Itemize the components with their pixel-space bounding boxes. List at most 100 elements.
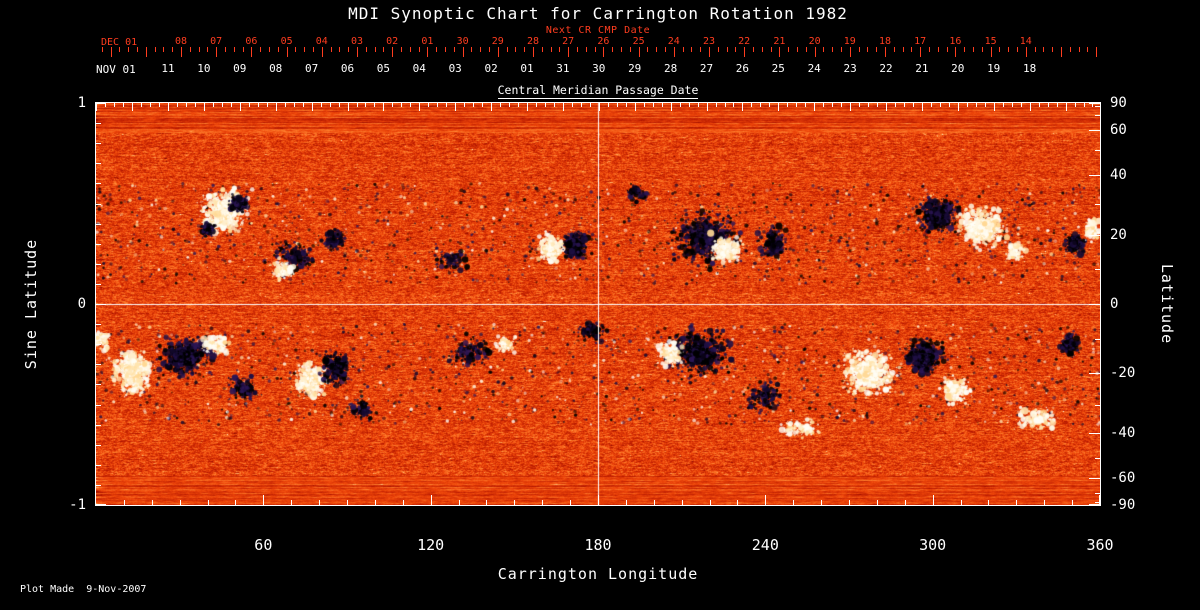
tick-mark <box>418 47 420 52</box>
latitude-label: -90 <box>1110 497 1136 513</box>
tick-mark <box>533 47 534 57</box>
date-label: 17 <box>914 36 927 47</box>
tick-mark <box>110 47 112 57</box>
date-label: 25 <box>632 36 645 47</box>
date-label: 05 <box>280 36 293 47</box>
date-label: 25 <box>771 62 785 75</box>
tick-mark <box>823 47 825 52</box>
tick-mark <box>462 47 464 57</box>
date-label: 20 <box>808 36 821 47</box>
tick-mark <box>691 47 693 52</box>
tick-mark <box>832 47 834 52</box>
latitude-label: 60 <box>1110 121 1127 138</box>
tick-mark <box>981 47 983 52</box>
tick-mark <box>445 47 446 52</box>
longitude-tick-labels: 60 120 180 240 300 360 <box>96 536 1113 558</box>
cmp-day-labels: 11 10 09 08 07 06 05 04 03 02 01 31 30 29 28 27 26 25 24 23… <box>0 63 1200 76</box>
tick-mark <box>1034 47 1036 52</box>
tick-mark <box>849 47 851 57</box>
right-axis-title: Latitude <box>1158 263 1176 345</box>
tick-mark <box>717 47 719 52</box>
date-label: 30 <box>456 36 469 47</box>
date-label: 03 <box>350 36 364 47</box>
tick-mark <box>621 47 622 52</box>
tick-mark <box>154 47 156 52</box>
tick-mark <box>374 47 376 52</box>
tick-mark <box>673 47 675 57</box>
tick-mark <box>1087 47 1089 52</box>
tick-mark <box>198 47 200 52</box>
latitude-label: 40 <box>1110 166 1127 183</box>
latitude-label: -40 <box>1110 425 1136 442</box>
tick-mark <box>656 47 658 52</box>
tick-mark <box>973 47 974 52</box>
date-label: 01 <box>520 62 534 75</box>
tick-mark <box>893 47 895 52</box>
tick-mark <box>515 47 517 52</box>
tick-mark <box>480 47 482 52</box>
date-label: 07 <box>210 36 223 47</box>
date-label: 04 <box>315 36 328 47</box>
tick-mark <box>797 47 798 52</box>
sine-latitude-label: 1 <box>77 95 86 111</box>
date-label: 22 <box>738 36 751 47</box>
date-label: 20 <box>951 62 965 75</box>
date-label: 10 <box>197 62 211 75</box>
latitude-label: -60 <box>1110 470 1136 487</box>
tick-mark <box>550 47 552 52</box>
latitude-label: -20 <box>1110 364 1136 381</box>
tick-mark <box>541 47 543 52</box>
date-label: 23 <box>702 36 716 47</box>
tick-mark <box>612 47 614 52</box>
tick-mark <box>990 47 992 57</box>
tick-mark <box>145 47 147 57</box>
longitude-label: 180 <box>584 536 612 554</box>
tick-mark <box>401 47 402 52</box>
tick-mark <box>497 47 499 57</box>
longitude-label: 60 <box>254 536 273 554</box>
left-axis-title: Sine Latitude <box>22 238 40 370</box>
tick-mark <box>128 47 130 52</box>
tick-mark <box>295 47 297 52</box>
date-label: 28 <box>663 62 678 75</box>
tick-mark <box>233 47 235 52</box>
next-cr-tick-row <box>96 47 1100 59</box>
tick-mark <box>436 47 438 52</box>
date-label: 24 <box>807 62 821 75</box>
tick-mark <box>920 47 922 57</box>
tick-mark <box>216 47 218 57</box>
tick-mark <box>409 47 411 52</box>
tick-mark <box>137 47 138 52</box>
tick-mark <box>858 47 860 52</box>
tick-mark <box>251 47 253 57</box>
tick-mark <box>1096 47 1098 57</box>
date-label: 22 <box>879 62 893 75</box>
tick-mark <box>629 47 631 52</box>
tick-mark <box>744 47 746 57</box>
tick-mark <box>383 47 385 52</box>
date-label: 24 <box>667 36 680 47</box>
date-label: 27 <box>699 62 714 75</box>
latitude-label: 90 <box>1110 95 1127 111</box>
tick-mark <box>348 47 350 52</box>
plot-area <box>95 102 1101 506</box>
tick-mark <box>260 47 262 52</box>
cmp-axis-label: Central Meridian Passage Date <box>497 83 699 99</box>
tick-mark <box>814 47 816 57</box>
tick-mark <box>753 47 754 52</box>
date-label: 06 <box>245 36 258 47</box>
tick-mark <box>577 47 578 52</box>
tick-mark <box>313 47 314 52</box>
cmp-axis-label-row: Central Meridian Passage Date <box>96 83 1100 99</box>
next-cr-axis-label: Next CR CMP Date <box>545 25 651 36</box>
tick-mark <box>1025 47 1027 57</box>
date-label: 01 <box>421 36 434 47</box>
tick-mark <box>638 47 640 57</box>
tick-mark <box>242 47 244 52</box>
tick-mark <box>726 47 728 52</box>
date-label: 06 <box>340 62 355 75</box>
tick-mark <box>365 47 367 52</box>
tick-mark <box>779 47 781 57</box>
tick-mark <box>119 47 121 52</box>
sine-latitude-tick-labels: 1 0 -1 <box>40 0 86 610</box>
